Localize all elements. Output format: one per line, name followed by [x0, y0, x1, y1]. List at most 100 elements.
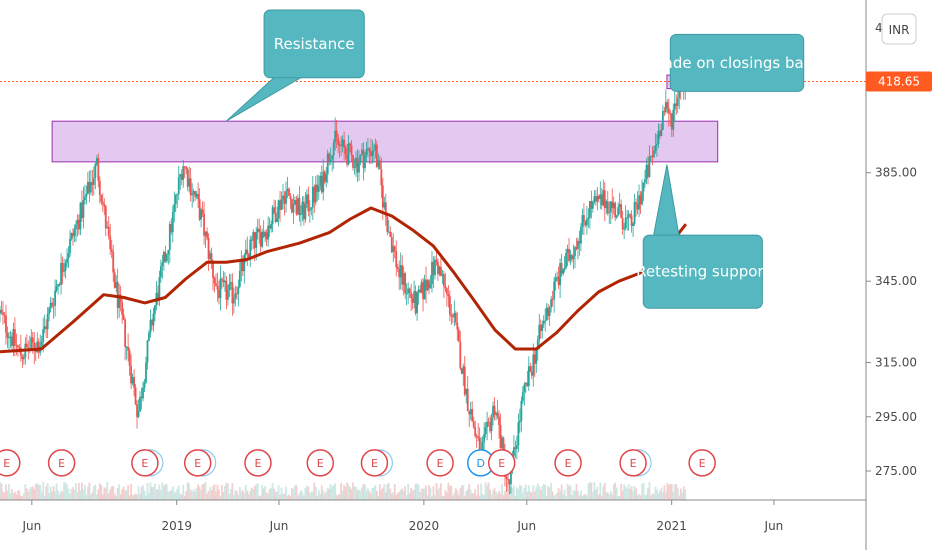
volume-bar	[658, 491, 661, 500]
candle-body	[78, 219, 80, 230]
volume-bar	[583, 494, 585, 500]
candle-body	[167, 249, 170, 255]
event-marker-e[interactable]: E	[306, 449, 335, 477]
volume-bar	[450, 485, 453, 500]
event-marker-e[interactable]: E	[619, 449, 652, 477]
volume-bar	[51, 491, 54, 500]
volume-bar	[16, 490, 19, 500]
event-marker-e[interactable]: E	[244, 449, 272, 477]
price-tick-label: 385.00	[875, 166, 917, 180]
volume-bar	[139, 494, 141, 500]
volume-bar	[168, 490, 171, 500]
event-marker-e[interactable]: E	[360, 449, 394, 477]
volume-bar	[393, 484, 396, 500]
volume-bar	[192, 489, 195, 500]
event-marker-e[interactable]: E	[688, 449, 716, 477]
candle-body	[563, 267, 566, 270]
volume-bar	[593, 482, 596, 500]
candle-body	[271, 207, 274, 225]
candle-body	[302, 201, 305, 220]
candle-body	[590, 201, 593, 209]
volume-bar	[487, 482, 490, 500]
candle-body	[483, 433, 486, 443]
volume-bar	[195, 488, 198, 500]
event-marker-e[interactable]: E	[183, 449, 217, 477]
currency-button[interactable]: INR	[881, 13, 917, 45]
candle-body	[5, 315, 7, 333]
event-circle	[619, 449, 647, 477]
candle-body	[316, 184, 319, 192]
time-tick-label: Jun	[21, 519, 41, 533]
volume-bar	[213, 484, 216, 500]
volume-bar	[535, 486, 538, 500]
event-marker-e[interactable]: E	[487, 449, 516, 477]
event-marker-e[interactable]: E	[0, 449, 21, 477]
volume-bar	[401, 488, 404, 500]
candle-body	[116, 281, 119, 309]
volume-bar	[76, 492, 79, 500]
candle-body	[183, 166, 186, 168]
volume-bar	[179, 493, 182, 500]
volume-bar	[636, 495, 639, 500]
event-circle	[688, 449, 716, 477]
volume-bar	[247, 494, 250, 500]
time-axis[interactable]: Jun 2019 Jun 2020 Jun 2021 Jun	[0, 499, 866, 533]
volume-bar	[72, 487, 74, 500]
candle-body	[273, 207, 275, 213]
volume-bar	[31, 486, 34, 500]
candle-body	[227, 289, 229, 300]
candle-body	[121, 302, 124, 315]
volume-bar	[12, 492, 15, 500]
candle-body	[441, 274, 444, 276]
event-circle	[244, 449, 272, 477]
candle-body	[431, 261, 433, 285]
candle-body	[623, 228, 626, 230]
candle-body	[203, 214, 205, 236]
candle-body	[314, 184, 317, 203]
event-letter: E	[699, 457, 706, 470]
volume-bar	[350, 488, 353, 500]
volume-bar	[204, 482, 207, 500]
candle-body	[459, 341, 462, 369]
event-marker-e[interactable]: E	[47, 449, 76, 477]
candle-body	[574, 247, 576, 257]
event-letter: E	[630, 457, 637, 470]
candle-body	[341, 139, 344, 147]
volume-bar	[626, 488, 629, 500]
volume-bar	[596, 486, 599, 500]
candle-body	[364, 154, 366, 169]
candle-body	[356, 157, 359, 173]
volume-bar	[130, 483, 132, 500]
volume-bar	[618, 495, 621, 500]
volume-bar	[457, 495, 460, 500]
volume-bar	[73, 489, 76, 500]
candle-body	[171, 211, 174, 233]
volume-bar	[171, 486, 174, 500]
event-marker-e[interactable]: E	[426, 449, 454, 477]
price-axis[interactable]: 275.00 295.00 315.00 345.00 385.00 4	[865, 0, 917, 550]
candle-body	[188, 178, 191, 187]
candle-body	[164, 252, 167, 262]
event-circle	[360, 449, 389, 477]
volume-bar	[425, 485, 427, 500]
volume-bar	[164, 484, 167, 500]
candle-body	[530, 371, 533, 376]
price-tick-label: 315.00	[875, 356, 917, 370]
volume-bar	[472, 493, 475, 500]
candle-body	[423, 279, 426, 300]
volume-bar	[308, 493, 311, 500]
candle-body	[280, 199, 283, 210]
candle-body	[417, 289, 420, 293]
candle-body	[95, 158, 98, 165]
event-marker-e[interactable]: E	[131, 449, 164, 477]
candle-body	[34, 350, 37, 352]
volume-bar	[571, 495, 573, 500]
candle-body	[502, 437, 505, 453]
candle-body	[562, 269, 564, 274]
candle-body	[256, 228, 259, 233]
event-marker-e[interactable]: E	[554, 449, 582, 477]
candle-body	[298, 198, 301, 216]
event-circle	[306, 449, 335, 477]
